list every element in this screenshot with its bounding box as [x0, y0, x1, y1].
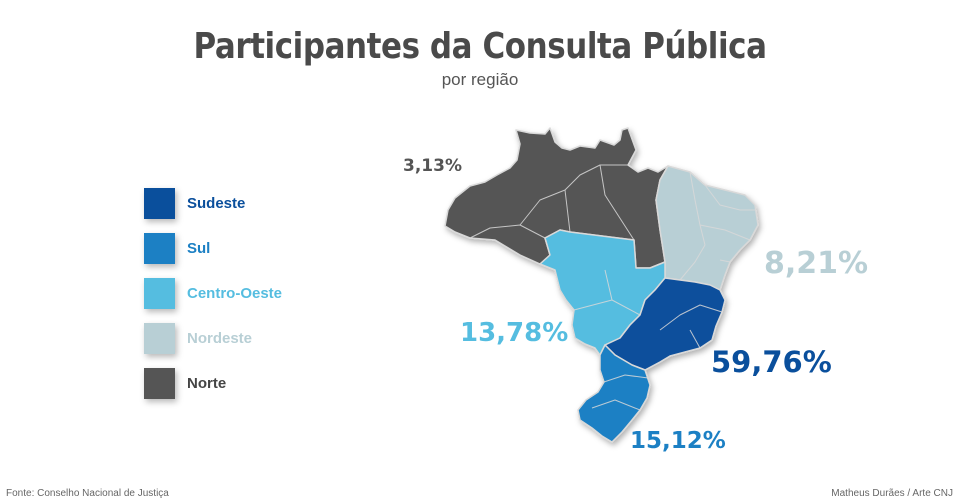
- legend-swatch-sudeste: [144, 188, 175, 219]
- value-centro-oeste: 13,78%: [460, 318, 569, 348]
- region-nordeste: [655, 165, 759, 291]
- legend-swatch-sul: [144, 233, 175, 264]
- value-sul: 15,12%: [630, 428, 726, 454]
- legend-label-nordeste: Nordeste: [187, 330, 253, 347]
- legend-swatch-centro-oeste: [144, 278, 175, 309]
- region-norte: [444, 127, 669, 269]
- legend-label-norte: Norte: [187, 375, 227, 392]
- value-norte: 3,13%: [403, 156, 462, 176]
- value-sudeste: 59,76%: [711, 345, 832, 379]
- value-nordeste: 8,21%: [764, 246, 869, 281]
- region-sudeste: [604, 277, 726, 371]
- region-sul: [577, 344, 651, 443]
- chart-title: Participantes da Consulta Pública: [193, 26, 767, 67]
- chart-subtitle: por região: [441, 70, 519, 89]
- legend-label-sudeste: Sudeste: [187, 195, 246, 212]
- legend-swatch-norte: [144, 368, 175, 399]
- state-borders: [469, 164, 755, 411]
- legend-label-centro-oeste: Centro-Oeste: [187, 285, 283, 302]
- credit-note: Matheus Durães / Arte CNJ: [831, 488, 953, 499]
- source-note: Fonte: Conselho Nacional de Justiça: [6, 488, 169, 499]
- legend-swatch-nordeste: [144, 323, 175, 354]
- legend-label-sul: Sul: [187, 240, 211, 257]
